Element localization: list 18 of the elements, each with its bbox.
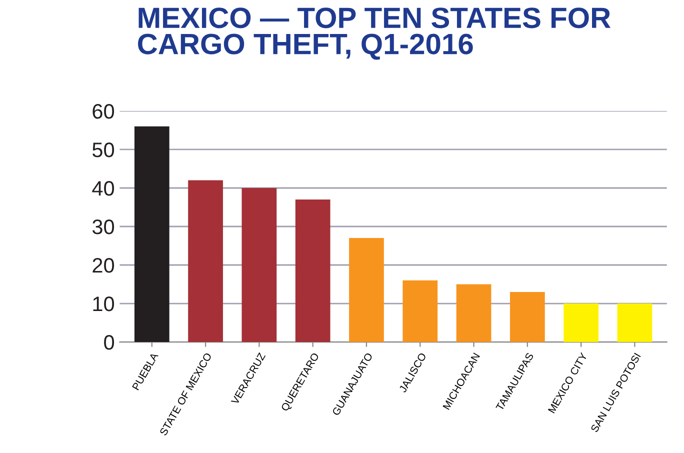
bar: [295, 200, 330, 342]
y-tick-label: 40: [92, 180, 114, 196]
chart-title: MEXICO — TOP TEN STATES FOR CARGO THEFT, Q1-2016: [138, 8, 611, 60]
bar: [402, 280, 438, 342]
bar: [242, 188, 277, 342]
y-tick-label: 50: [92, 142, 114, 158]
bar: [510, 292, 545, 342]
y-tick-label: 0: [104, 335, 114, 350]
y-tick-label: 60: [92, 104, 114, 119]
bar: [456, 284, 492, 342]
y-tick-label: 20: [92, 258, 114, 273]
bar: [188, 180, 223, 342]
y-tick-label: 30: [92, 220, 114, 234]
bar: [349, 238, 384, 342]
bar: [617, 304, 652, 342]
y-tick-label: 10: [93, 296, 114, 312]
bar: [564, 304, 598, 342]
bar: [134, 126, 170, 342]
